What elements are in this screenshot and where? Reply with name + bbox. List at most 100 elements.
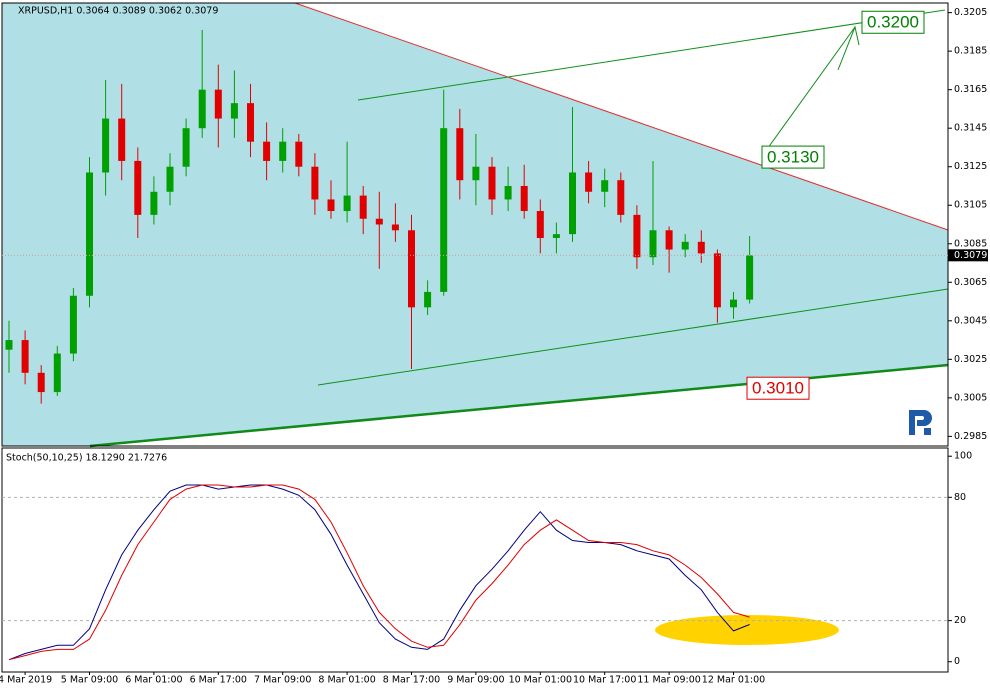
x-tick-label: 7 Mar 09:00 [254,675,311,686]
y-tick-label: 0.2985 [954,431,987,442]
candle-body [37,372,45,393]
x-tick-label: 6 Mar 17:00 [190,675,247,686]
y-tick-label: 0.3165 [954,84,987,95]
candle-body [102,118,110,173]
stoch-frame [1,447,949,673]
triangle-zone [2,3,948,446]
candle-body [343,195,351,212]
candle-body [295,141,303,167]
logo-dot [924,428,931,435]
x-tick-label: 8 Mar 01:00 [318,675,375,686]
candle-body [118,118,126,161]
candle-body [504,185,512,200]
y-tick-label: 80 [954,492,966,503]
candle-body [263,141,271,161]
candle-body [440,128,448,292]
x-tick-label: 9 Mar 09:00 [447,675,504,686]
candle-body [665,230,673,250]
candle-body [69,295,77,354]
y-tick-label: 0.3105 [954,200,987,211]
last-price-box [948,249,988,262]
logo [909,410,932,435]
y-tick-label: 0.3045 [954,315,987,326]
x-tick-label: 11 Mar 09:00 [637,675,700,686]
y-tick-label: 0.3085 [954,238,987,249]
annotation-box [861,10,925,34]
candle-body [456,128,464,181]
candle-body [86,172,93,296]
candle-body [311,166,319,200]
candle-body [150,191,158,215]
candle-body [359,195,367,219]
y-tick-label: 0.3185 [954,46,987,57]
channel-bottom [317,288,949,386]
candle-body [536,211,544,238]
y-tick-label: 0.3145 [954,123,987,134]
x-tick-label: 8 Mar 17:00 [383,675,440,686]
candle-body [327,199,335,212]
y-tick-label: 0.3065 [954,277,987,288]
x-tick-label: 4 Mar 2019 [0,675,52,686]
x-tick-label: 5 Mar 09:00 [61,675,118,686]
candle-body [391,224,399,231]
annotation-box [746,376,810,400]
candle-body [53,353,61,393]
x-tick-label: 12 Mar 01:00 [702,675,765,686]
candle-body [214,89,222,119]
candle-body [633,214,641,258]
candle-body [730,299,737,308]
y-tick-label: 20 [954,615,966,626]
resistance-line [294,2,949,231]
candle-body [552,234,560,238]
candle-body [375,218,383,225]
candle-body [408,230,415,308]
candle-body [21,340,29,373]
candle-body [488,166,496,200]
annotation-box [761,145,825,169]
candle-body [166,166,174,192]
annotation-label: 0.3010 [752,379,804,398]
candle-body [697,241,705,254]
annotation-label: 0.3200 [867,13,919,32]
y-tick-label: 0.3125 [954,161,987,172]
candle-body [279,141,287,161]
candle-body [569,172,576,235]
stoch-line [8,484,750,661]
x-tick-label: 10 Mar 01:00 [509,675,572,686]
chart-title: XRPUSD,H1 0.3064 0.3089 0.3062 0.3079 [18,6,218,17]
stoch-line [8,484,750,661]
candle-body [198,89,206,129]
candle-body [649,230,657,258]
candle-body [472,166,480,181]
arrow [764,26,856,153]
candle-body [5,340,13,350]
x-tick-label: 6 Mar 01:00 [125,675,182,686]
highlight [655,615,839,645]
candle-body [746,255,754,300]
y-tick-label: 0.3005 [954,392,987,403]
last-price-label: 0.3079 [954,250,987,261]
y-tick-label: 100 [954,451,972,462]
candle-body [247,103,254,142]
y-tick-label: 0 [954,656,960,667]
arrow-head [837,25,860,71]
price-frame [1,2,949,447]
y-tick-label: 0.3025 [954,354,987,365]
candle-body [134,160,142,215]
candle-body [681,241,689,250]
candle-body [230,103,238,119]
candle-body [601,180,609,192]
logo-stem [909,410,915,435]
logo-bowl [909,410,932,426]
candle-body [182,128,190,167]
candle-body [617,180,625,215]
channel-top [357,9,946,101]
annotation-label: 0.3130 [767,148,819,167]
y-tick-label: 0.3205 [954,7,987,18]
candle-body [520,185,528,212]
indicator-title: Stoch(50,10,25) 18.1290 21.7276 [6,453,167,464]
candle-body [424,291,432,308]
candle-body [713,253,721,308]
x-tick-label: 10 Mar 17:00 [573,675,636,686]
